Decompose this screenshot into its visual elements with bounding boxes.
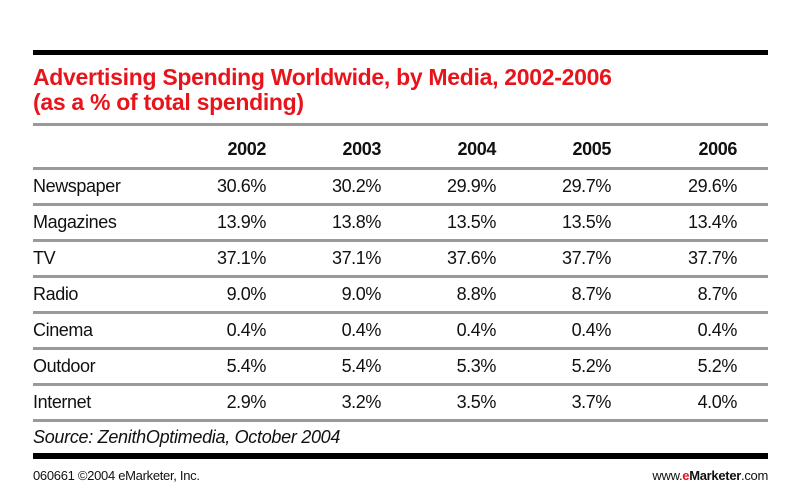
table-cell: 13.9% <box>216 212 266 232</box>
top-rule <box>33 50 768 55</box>
table-cell: 13.8% <box>331 212 381 232</box>
table-cell: 30.2% <box>331 176 381 196</box>
table-cell: 0.4% <box>571 320 612 340</box>
divider <box>33 311 768 314</box>
table-cell: 8.7% <box>697 284 738 304</box>
table-cell: 29.7% <box>561 176 611 196</box>
brand-logo: www.eMarketer.com <box>652 468 768 483</box>
table-cell: 5.2% <box>697 356 738 376</box>
brand-name: Marketer <box>689 468 742 483</box>
table-cell: 0.4% <box>697 320 738 340</box>
divider <box>33 347 768 350</box>
table-row: Cinema 0.4% 0.4% 0.4% 0.4% 0.4% <box>33 314 768 347</box>
row-label: Newspaper <box>33 176 121 196</box>
table-cell: 29.6% <box>687 176 737 196</box>
chart-subtitle: (as a % of total spending) <box>33 89 304 115</box>
table-cell: 30.6% <box>216 176 266 196</box>
table-cell: 3.5% <box>456 392 497 412</box>
divider <box>33 383 768 386</box>
table-cell: 5.3% <box>456 356 497 376</box>
table-cell: 3.7% <box>571 392 612 412</box>
divider <box>33 239 768 242</box>
column-header: 2004 <box>457 139 497 159</box>
table-cell: 5.4% <box>226 356 267 376</box>
table-row: Outdoor 5.4% 5.4% 5.3% 5.2% 5.2% <box>33 350 768 383</box>
table-cell: 29.9% <box>446 176 496 196</box>
table-cell: 13.4% <box>687 212 737 232</box>
table-cell: 0.4% <box>226 320 267 340</box>
copyright: 060661 ©2004 eMarketer, Inc. <box>33 468 200 483</box>
table-cell: 37.1% <box>331 248 381 268</box>
table-cell: 0.4% <box>456 320 497 340</box>
table-cell: 2.9% <box>226 392 267 412</box>
column-header: 2002 <box>227 139 267 159</box>
table-cell: 9.0% <box>341 284 382 304</box>
table-cell: 13.5% <box>561 212 611 232</box>
divider <box>33 123 768 126</box>
table-row: Radio 9.0% 9.0% 8.8% 8.7% 8.7% <box>33 278 768 311</box>
table-cell: 37.6% <box>446 248 496 268</box>
column-header: 2006 <box>698 139 738 159</box>
divider <box>33 419 768 422</box>
chart-title: Advertising Spending Worldwide, by Media… <box>33 64 612 90</box>
footer: 060661 ©2004 eMarketer, Inc. www.eMarket… <box>33 468 768 483</box>
row-label: Radio <box>33 284 79 304</box>
row-label: Magazines <box>33 212 117 232</box>
brand-prefix: www. <box>652 468 683 483</box>
table-row: Newspaper 30.6% 30.2% 29.9% 29.7% 29.6% <box>33 170 768 203</box>
table-cell: 0.4% <box>341 320 382 340</box>
table-row: Magazines 13.9% 13.8% 13.5% 13.5% 13.4% <box>33 206 768 239</box>
divider <box>33 275 768 278</box>
table-cell: 9.0% <box>226 284 267 304</box>
table-cell: 3.2% <box>341 392 382 412</box>
table-figure: Advertising Spending Worldwide, by Media… <box>33 50 768 483</box>
divider <box>33 167 768 170</box>
table-cell: 37.7% <box>687 248 737 268</box>
table-cell: 37.1% <box>216 248 266 268</box>
row-label: TV <box>33 248 56 268</box>
column-header: 2005 <box>572 139 612 159</box>
table-cell: 5.2% <box>571 356 612 376</box>
divider <box>33 203 768 206</box>
table-cell: 5.4% <box>341 356 382 376</box>
table-cell: 4.0% <box>697 392 738 412</box>
row-label: Internet <box>33 392 91 412</box>
column-header: 2003 <box>342 139 382 159</box>
table-cell: 13.5% <box>446 212 496 232</box>
table-row: TV 37.1% 37.1% 37.6% 37.7% 37.7% <box>33 242 768 275</box>
brand-e: e <box>682 468 690 483</box>
source-note: Source: ZenithOptimedia, October 2004 <box>33 427 341 447</box>
table-cell: 8.8% <box>456 284 497 304</box>
table-cell: 8.7% <box>571 284 612 304</box>
table-row: Internet 2.9% 3.2% 3.5% 3.7% 4.0% <box>33 386 768 419</box>
row-label: Cinema <box>33 320 93 340</box>
bottom-rule <box>33 453 768 459</box>
row-label: Outdoor <box>33 356 96 376</box>
brand-suffix: .com <box>741 468 768 483</box>
header-row: 2002 2003 2004 2005 2006 <box>33 132 768 167</box>
table-cell: 37.7% <box>561 248 611 268</box>
